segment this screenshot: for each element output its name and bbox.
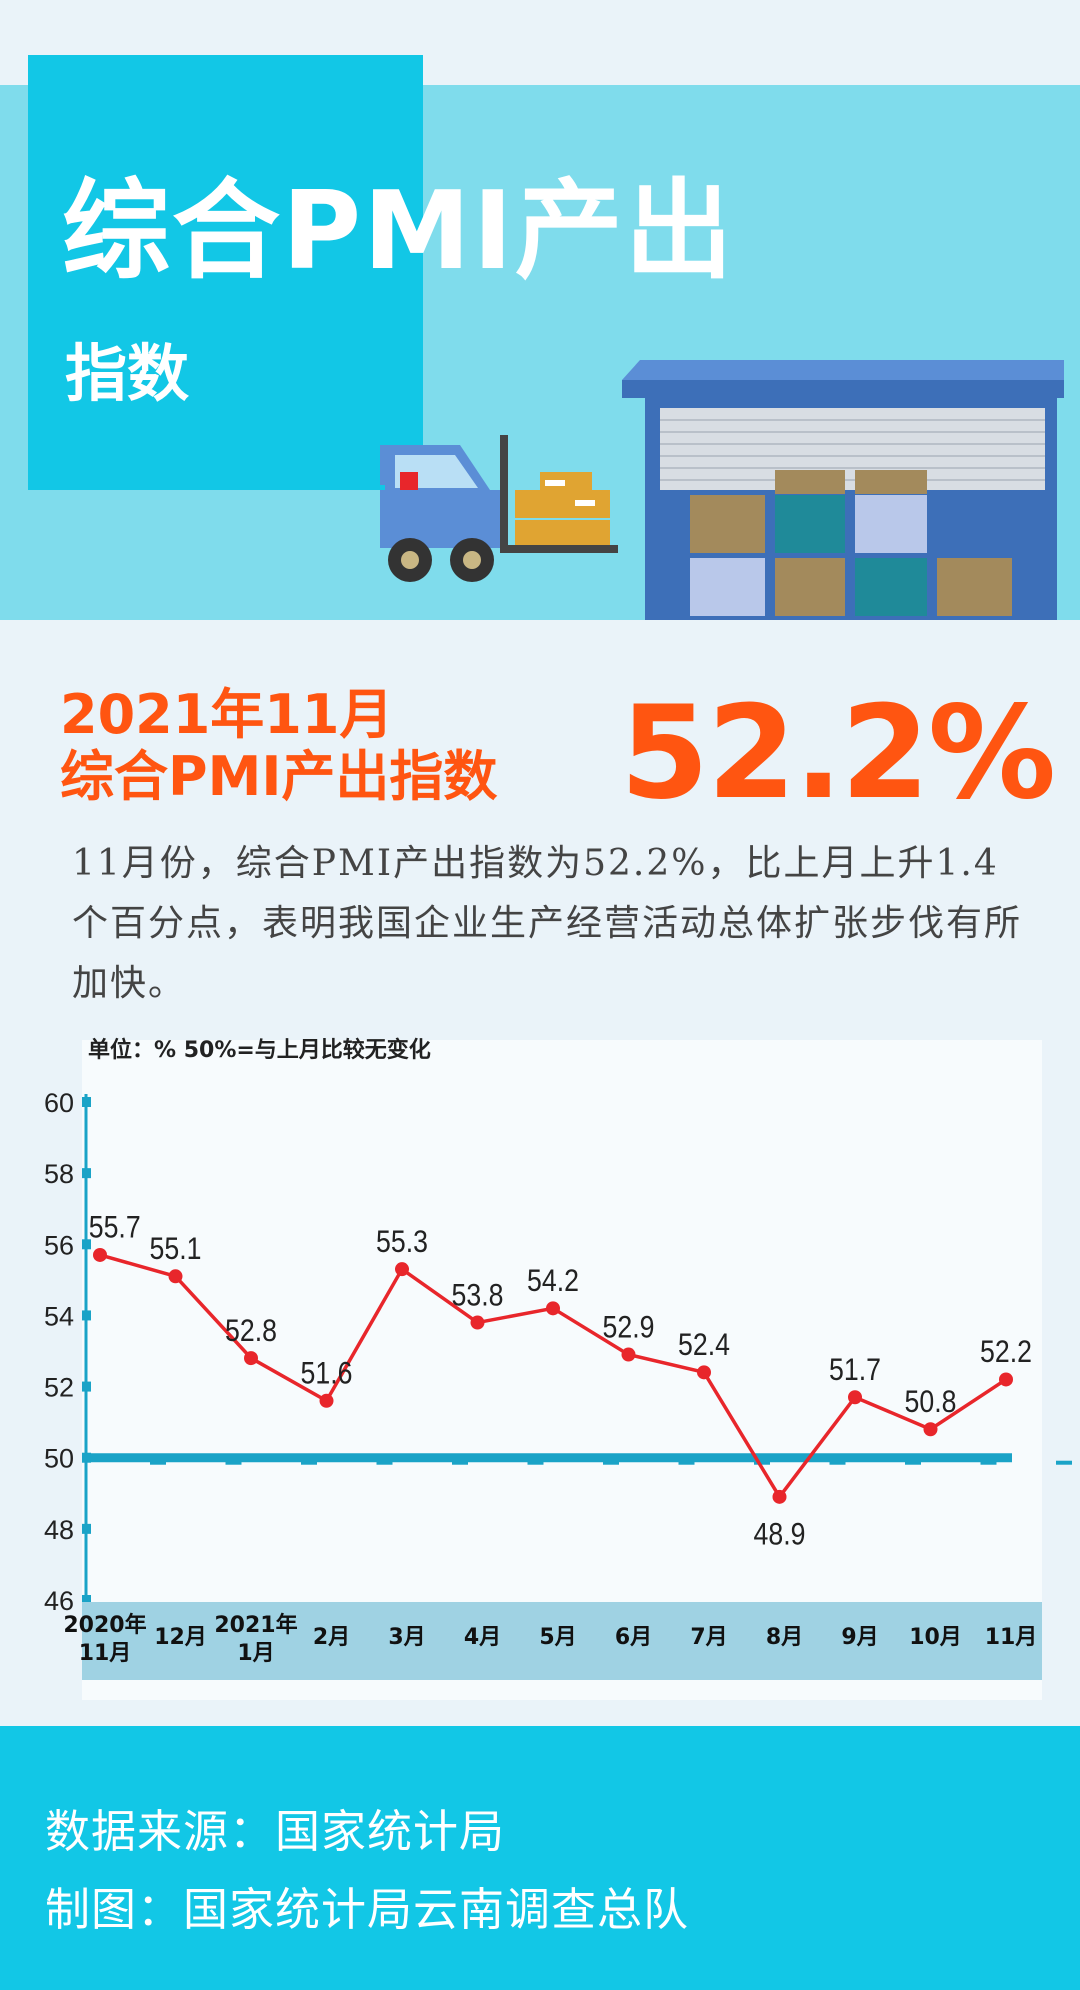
x-tick-label: 7月 xyxy=(690,1625,727,1650)
page-subtitle: 指数 xyxy=(65,337,190,410)
y-tick-label: 46 xyxy=(44,1586,74,1616)
y-tick-label: 54 xyxy=(44,1301,74,1331)
x-tick-label: 8月 xyxy=(766,1625,803,1650)
x-tick-label: 2021年 xyxy=(214,1612,297,1638)
y-tick-label: 50 xyxy=(44,1444,74,1474)
reference-line-notch xyxy=(603,1460,619,1465)
data-label: 50.8 xyxy=(905,1385,957,1419)
data-label: 52.2 xyxy=(980,1335,1032,1369)
y-tick-label: 48 xyxy=(44,1515,74,1545)
data-label: 48.9 xyxy=(754,1517,806,1551)
reference-line-notch xyxy=(527,1460,544,1465)
x-tick-label: 2020年 xyxy=(63,1612,146,1638)
pmi-line-chart: 单位：% 50%=与上月比较无变化 46 48 50 52 54 56 58 60 55.7 55… xyxy=(44,1037,1072,1700)
y-tick-label: 58 xyxy=(44,1159,74,1189)
reference-line-notch xyxy=(150,1460,166,1465)
reference-line-notch xyxy=(905,1460,921,1465)
summary-paragraph: 11月份，综合PMI产出指数为52.2%，比上月上升1.4个百分点，表明我国企业… xyxy=(72,843,1023,1004)
data-point xyxy=(621,1347,636,1362)
page-title: 综合PMI产出 xyxy=(62,169,735,294)
x-tick-label: 4月 xyxy=(464,1625,501,1650)
x-tick-label: 1月 xyxy=(237,1641,274,1666)
data-label: 53.8 xyxy=(452,1278,504,1312)
reference-line-notch xyxy=(1056,1460,1072,1465)
data-point xyxy=(244,1351,258,1366)
data-point xyxy=(772,1489,787,1504)
period-line-1: 2021年11月 xyxy=(60,683,394,746)
warehouse-icon xyxy=(622,360,1064,620)
x-tick-label: 11月 xyxy=(985,1625,1038,1650)
reference-line-notch xyxy=(678,1460,695,1465)
data-point xyxy=(93,1247,107,1262)
reference-line-notch xyxy=(829,1460,846,1465)
data-label: 55.1 xyxy=(150,1232,202,1266)
y-tick-mark xyxy=(82,1239,91,1250)
y-tick-label: 56 xyxy=(44,1230,74,1260)
data-point xyxy=(168,1269,183,1284)
y-tick-mark xyxy=(82,1523,91,1534)
data-point xyxy=(697,1365,711,1380)
period-label: 2021年11月 综合PMI产出指数 xyxy=(60,683,498,809)
reference-line-notch xyxy=(301,1460,317,1465)
x-axis-band xyxy=(82,1602,1042,1680)
y-tick-mark xyxy=(82,1595,91,1605)
y-tick-mark xyxy=(82,1168,91,1179)
x-tick-label: 9月 xyxy=(841,1625,878,1650)
forklift-icon xyxy=(380,435,618,582)
data-label: 55.3 xyxy=(376,1225,428,1259)
data-label: 52.8 xyxy=(225,1314,277,1348)
footer-bar xyxy=(0,1726,1080,1990)
y-tick-label: 52 xyxy=(44,1373,74,1403)
y-tick-mark xyxy=(82,1381,91,1392)
chart-credit: 制图：国家统计局云南调查总队 xyxy=(45,1883,690,1936)
x-tick-label: 3月 xyxy=(388,1625,425,1650)
reference-line-notch xyxy=(225,1460,242,1465)
y-tick-mark xyxy=(82,1310,91,1321)
y-tick-label: 60 xyxy=(44,1088,74,1118)
data-point xyxy=(546,1301,560,1316)
x-tick-label: 5月 xyxy=(539,1625,576,1650)
reference-line-notch xyxy=(754,1460,770,1465)
reference-line-notch xyxy=(980,1460,997,1465)
x-tick-label: 2月 xyxy=(313,1625,350,1650)
data-point xyxy=(395,1262,409,1277)
x-tick-label: 11月 xyxy=(79,1641,132,1666)
data-point xyxy=(470,1315,485,1330)
data-label: 52.9 xyxy=(603,1310,655,1344)
headline-value: 52.2% xyxy=(620,679,1056,828)
chart-plot-background xyxy=(82,1040,1042,1700)
data-label: 51.6 xyxy=(301,1357,353,1391)
data-point xyxy=(923,1422,938,1437)
data-source: 数据来源：国家统计局 xyxy=(45,1805,506,1858)
data-point xyxy=(319,1393,334,1408)
y-tick-mark xyxy=(82,1097,91,1107)
data-label: 51.7 xyxy=(829,1353,881,1387)
data-point xyxy=(999,1372,1013,1387)
reference-line-notch xyxy=(376,1460,393,1465)
data-point xyxy=(848,1390,862,1405)
data-label: 52.4 xyxy=(678,1328,730,1362)
reference-line-notch xyxy=(452,1460,468,1465)
chart-layer: 46 48 50 52 54 56 58 60 55.7 55.1 52.8 51.6 55.3 53.8… xyxy=(44,1088,1072,1680)
period-line-2: 综合PMI产出指数 xyxy=(60,745,498,809)
data-label: 54.2 xyxy=(527,1264,579,1298)
data-label: 55.7 xyxy=(89,1211,141,1245)
warehouse-forklift-illustration xyxy=(380,360,1064,620)
x-tick-label: 6月 xyxy=(615,1625,652,1650)
header-panel xyxy=(28,55,423,490)
x-tick-label: 12月 xyxy=(154,1625,207,1650)
chart-unit-note: 单位：% 50%=与上月比较无变化 xyxy=(88,1037,431,1063)
x-tick-label: 10月 xyxy=(909,1625,962,1650)
